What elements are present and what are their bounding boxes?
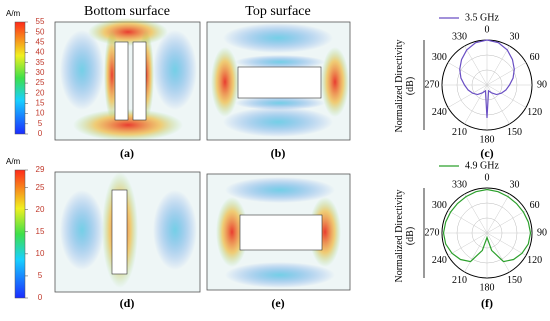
colorbar-tick-label: 5 [38, 119, 43, 128]
field-panel [206, 173, 351, 291]
panel-label: (f) [481, 296, 493, 310]
colorbar-unit: A/m [6, 9, 21, 18]
theta-tick-label: 300 [432, 200, 447, 211]
theta-tick-label: 210 [452, 127, 467, 138]
axis-label: Normalized Directivity (dB) [394, 189, 416, 283]
grid-spoke [486, 45, 510, 86]
colorbar [14, 21, 26, 135]
grid-spoke [486, 232, 527, 256]
theta-tick-label: 30 [510, 32, 520, 43]
theta-tick-label: 270 [425, 227, 440, 238]
grid-spoke [447, 232, 488, 256]
grid-spoke [486, 84, 510, 125]
field-panel [206, 21, 351, 141]
grid-spoke [447, 210, 488, 234]
colorbar-unit: A/m [6, 157, 21, 166]
colorbar-tick-label: 29 [36, 165, 45, 174]
legend-label: 4.9 GHz [465, 160, 499, 171]
grid-spoke [486, 232, 510, 273]
colorbar-tick-label: 10 [36, 109, 45, 118]
theta-tick-label: 210 [452, 275, 467, 286]
colorbar-tick-label: 25 [36, 78, 45, 87]
colorbar-tick-label: 5 [38, 271, 43, 280]
theta-tick-label: 270 [425, 79, 440, 90]
grid-spoke [464, 45, 488, 86]
colorbar-tick-label: 35 [36, 58, 45, 67]
colorbar-tick-label: 0 [38, 293, 43, 302]
theta-tick-label: 0 [485, 24, 490, 35]
pattern-line [442, 188, 532, 263]
theta-tick-label: 150 [507, 127, 522, 138]
legend-label: 3.5 GHz [465, 12, 499, 23]
theta-tick-label: 60 [530, 52, 540, 63]
grid-spoke [464, 84, 488, 125]
colorbar [14, 169, 26, 299]
pattern-line [459, 39, 515, 119]
panel-title: Bottom surface [84, 4, 170, 19]
panel-label: (d) [120, 296, 135, 310]
theta-tick-label: 60 [530, 200, 540, 211]
panel-label: (c) [480, 146, 493, 160]
panel-label: (e) [271, 296, 284, 310]
theta-tick-label: 30 [510, 180, 520, 191]
colorbar-tick-label: 40 [36, 48, 45, 57]
colorbar-tick-label: 30 [36, 68, 45, 77]
theta-tick-label: 180 [480, 282, 495, 293]
grid-spoke [447, 84, 488, 108]
colorbar-tick-label: 45 [36, 37, 45, 46]
field-panel [54, 18, 201, 141]
field-panel [54, 171, 201, 293]
theta-tick-label: 0 [485, 172, 490, 183]
theta-tick-label: 180 [480, 134, 495, 145]
grid-spoke [464, 193, 488, 234]
grid-spoke [447, 62, 488, 86]
colorbar-tick-label: 20 [36, 88, 45, 97]
colorbar-tick-label: 20 [36, 205, 45, 214]
axis-label: Normalized Directivity (dB) [394, 39, 416, 133]
theta-tick-label: 90 [537, 227, 547, 238]
panel-label: (b) [271, 146, 286, 160]
grid-spoke [464, 232, 488, 273]
grid-spoke [486, 84, 527, 108]
colorbar-tick-label: 0 [38, 129, 43, 138]
panel-title: Top surface [245, 4, 311, 19]
theta-tick-label: 150 [507, 275, 522, 286]
theta-tick-label: 240 [432, 255, 447, 266]
theta-tick-label: 120 [527, 255, 542, 266]
colorbar-tick-label: 15 [36, 99, 45, 108]
grid-spoke [486, 193, 510, 234]
colorbar-tick-label: 15 [36, 227, 45, 236]
colorbar-tick-label: 50 [36, 27, 45, 36]
theta-tick-label: 90 [537, 79, 547, 90]
colorbar-tick-label: 25 [36, 183, 45, 192]
theta-tick-label: 330 [452, 180, 467, 191]
colorbar-tick-label: 55 [36, 17, 45, 26]
panel-label: (a) [120, 146, 134, 160]
theta-tick-label: 300 [432, 52, 447, 63]
theta-tick-label: 240 [432, 107, 447, 118]
theta-tick-label: 120 [527, 107, 542, 118]
theta-tick-label: 330 [452, 32, 467, 43]
colorbar-tick-label: 10 [36, 249, 45, 258]
grid-spoke [486, 210, 527, 234]
grid-spoke [486, 62, 527, 86]
